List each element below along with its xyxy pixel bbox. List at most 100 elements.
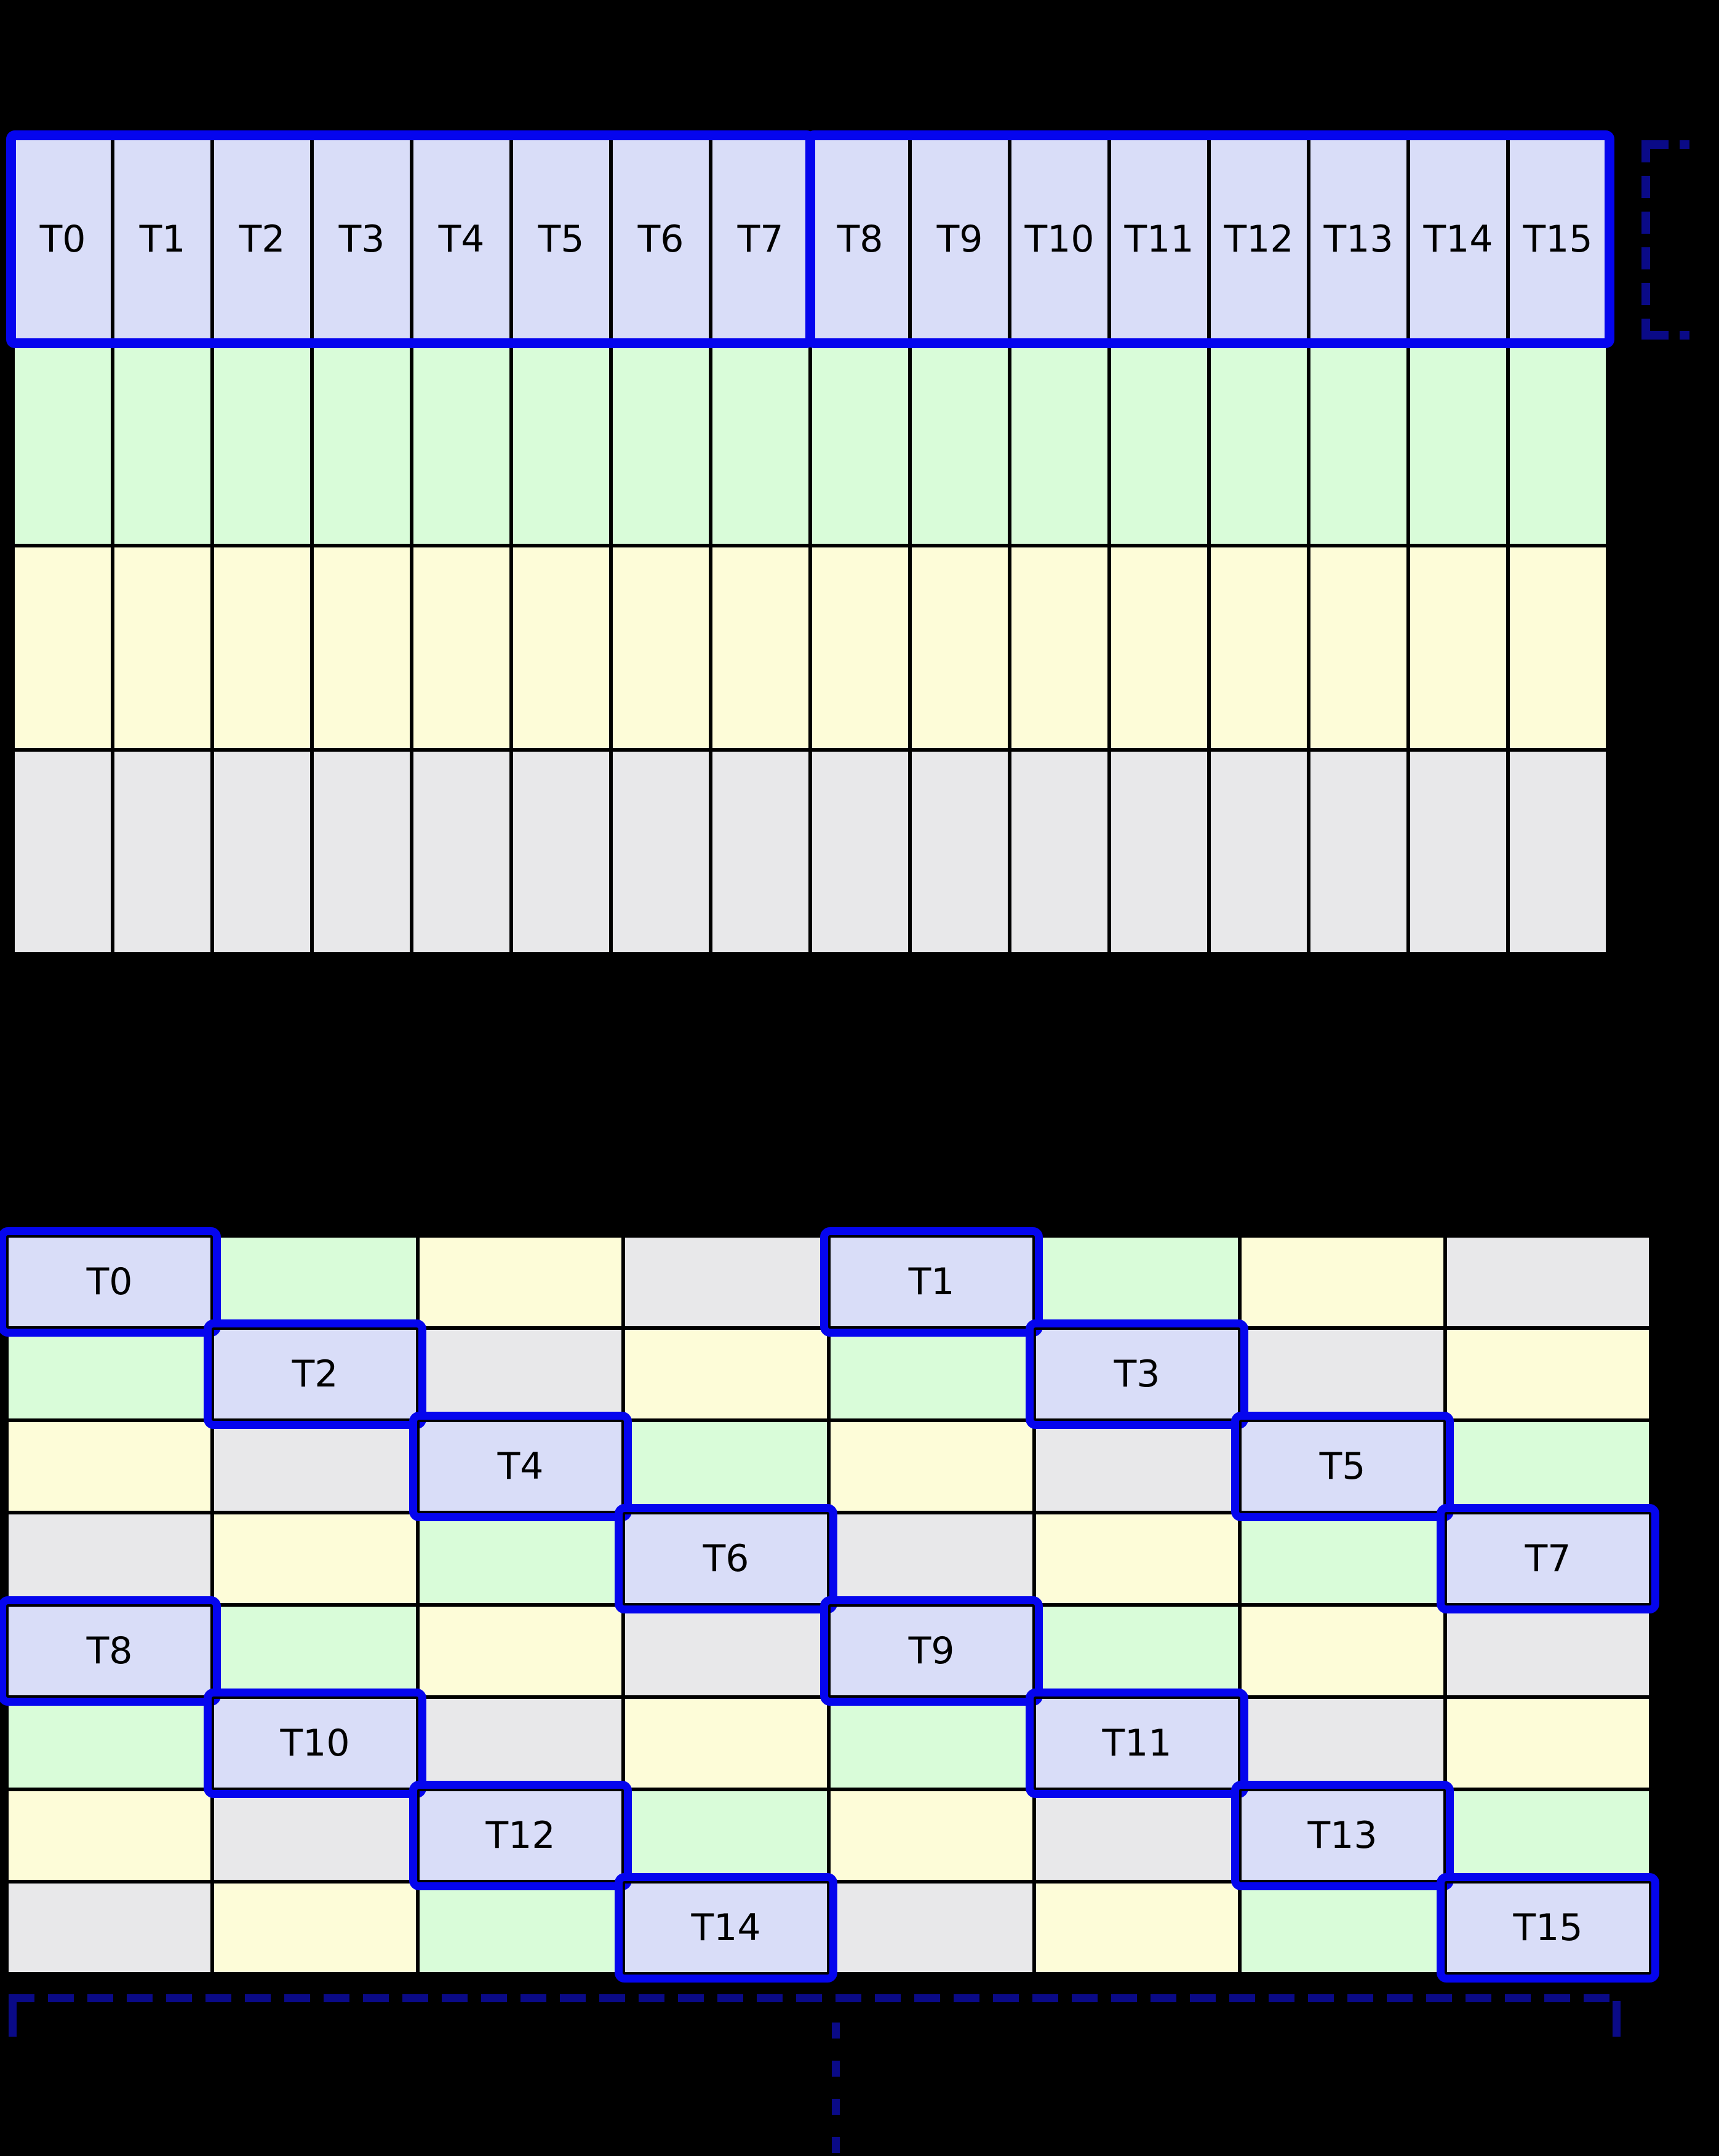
memory-cell-r7-c5 [1036,1884,1238,1972]
thread-cell-T15: T15 [1510,139,1606,340]
memory-cell-r1-c0 [15,343,111,544]
thread-cell-T0: T0 [15,139,111,340]
memory-cell-r1-c6 [613,343,709,544]
memory-cell-r1-c15 [1510,343,1606,544]
memory-cell-r3-c2 [420,1514,621,1603]
memory-cell-r5-c2 [420,1699,621,1788]
memory-cell-r1-c4 [413,343,509,544]
thread-cell-T15: T15 [1447,1884,1649,1972]
thread-label: T11 [1124,218,1194,261]
memory-cell-r5-c4 [831,1699,1032,1788]
thread-label: T7 [1525,1537,1571,1580]
thread-label: T6 [703,1537,749,1580]
thread-label: T9 [908,1629,955,1673]
memory-cell-r3-c0 [15,752,111,952]
thread-cell-T5: T5 [513,139,609,340]
thread-label: T8 [86,1629,133,1673]
thread-label: T12 [485,1814,556,1857]
memory-cell-r2-c15 [1510,547,1606,748]
memory-cell-r7-c1 [214,1884,416,1972]
thread-cell-T13: T13 [1310,139,1406,340]
thread-cell-T4: T4 [420,1422,621,1511]
memory-cell-r2-c1 [214,1422,416,1511]
thread-cell-T8: T8 [812,139,908,340]
memory-cell-r2-c0 [9,1422,210,1511]
thread-cell-T1: T1 [114,139,210,340]
top-grid: T0 T1 T2 T3 T4 T5 T6 T7 T8 T9 T10 T11 T12 T13 T14 T15 [11,135,1609,956]
thread-label: T10 [280,1722,350,1765]
thread-label: T7 [737,218,784,261]
thread-label: T8 [837,218,883,261]
memory-cell-r4-c2 [420,1607,621,1695]
thread-label: T5 [538,218,584,261]
memory-cell-r3-c2 [214,752,310,952]
thread-cell-T3: T3 [314,139,410,340]
grid-width-brace-left-tick [9,2001,17,2037]
memory-cell-r2-c3 [625,1422,827,1511]
thread-cell-T6: T6 [625,1514,827,1603]
thread-cell-T8: T8 [9,1607,210,1695]
memory-cell-r2-c11 [1111,547,1207,748]
memory-cell-r0-c3 [625,1238,827,1326]
thread-label: T0 [86,1260,133,1303]
thread-cell-T7: T7 [1447,1514,1649,1603]
memory-cell-r0-c6 [1242,1238,1443,1326]
thread-cell-T13: T13 [1242,1791,1443,1880]
memory-cell-r3-c11 [1111,752,1207,952]
memory-cell-r3-c10 [1011,752,1107,952]
memory-cell-r5-c7 [1447,1699,1649,1788]
thread-label: T9 [936,218,983,261]
memory-cell-r0-c2 [420,1238,621,1326]
memory-cell-r0-c7 [1447,1238,1649,1326]
memory-cell-r1-c7 [1447,1330,1649,1418]
thread-cell-T3: T3 [1036,1330,1238,1418]
thread-cell-T11: T11 [1111,139,1207,340]
thread-cell-T14: T14 [625,1884,827,1972]
memory-cell-r1-c3 [314,343,410,544]
thread-label: T4 [497,1445,544,1488]
memory-cell-r2-c4 [413,547,509,748]
thread-cell-T10: T10 [1011,139,1107,340]
memory-cell-r4-c6 [1242,1607,1443,1695]
memory-cell-r3-c6 [613,752,709,952]
memory-cell-r3-c4 [831,1514,1032,1603]
memory-cell-r1-c3 [625,1330,827,1418]
memory-cell-r1-c4 [831,1330,1032,1418]
memory-cell-r1-c8 [812,343,908,544]
memory-cell-r1-c2 [420,1330,621,1418]
memory-cell-r4-c1 [214,1607,416,1695]
memory-cell-r6-c1 [214,1791,416,1880]
memory-cell-r7-c6 [1242,1884,1443,1972]
memory-cell-r1-c9 [912,343,1008,544]
memory-cell-r1-c11 [1111,343,1207,544]
thread-cell-T12: T12 [1211,139,1307,340]
memory-cell-r6-c7 [1447,1791,1649,1880]
thread-cell-T6: T6 [613,139,709,340]
memory-cell-r4-c3 [625,1607,827,1695]
memory-cell-r3-c4 [413,752,509,952]
memory-cell-r1-c0 [9,1330,210,1418]
thread-label: T15 [1523,218,1593,261]
memory-cell-r3-c12 [1211,752,1307,952]
thread-cell-T7: T7 [712,139,808,340]
memory-cell-r2-c5 [1036,1422,1238,1511]
memory-cell-r3-c14 [1410,752,1506,952]
memory-cell-r3-c1 [114,752,210,952]
thread-cell-T1: T1 [831,1238,1032,1326]
memory-cell-r1-c2 [214,343,310,544]
thread-label: T2 [292,1353,338,1396]
memory-cell-r3-c6 [1242,1514,1443,1603]
memory-cell-r2-c10 [1011,547,1107,748]
memory-cell-r3-c8 [812,752,908,952]
memory-cell-r4-c5 [1036,1607,1238,1695]
memory-cell-r3-c5 [513,752,609,952]
memory-cell-r5-c0 [9,1699,210,1788]
memory-cell-r3-c1 [214,1514,416,1603]
memory-cell-r2-c7 [712,547,808,748]
memory-cell-r3-c15 [1510,752,1606,952]
thread-cell-T2: T2 [214,1330,416,1418]
memory-cell-r3-c9 [912,752,1008,952]
memory-cell-r2-c3 [314,547,410,748]
thread-label: T10 [1024,218,1095,261]
thread-label: T5 [1319,1445,1366,1488]
